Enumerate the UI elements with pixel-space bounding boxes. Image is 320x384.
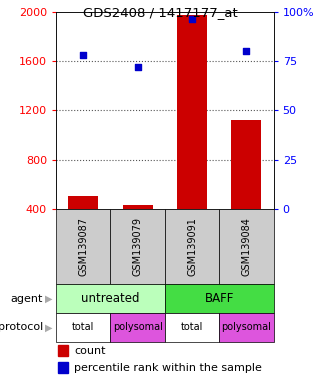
Bar (110, 313, 165, 342)
Text: GSM139091: GSM139091 (187, 217, 197, 276)
Point (244, 48, 249, 54)
Bar (177, 15, 207, 209)
Bar (165, 209, 219, 284)
Text: polysomal: polysomal (221, 322, 271, 333)
Bar (219, 209, 274, 284)
Bar (58, 362, 68, 373)
Point (189, 17, 195, 23)
Text: GDS2408 / 1417177_at: GDS2408 / 1417177_at (83, 6, 237, 19)
Text: count: count (75, 346, 106, 356)
Text: untreated: untreated (81, 292, 140, 305)
Bar (56, 313, 110, 342)
Text: ▶: ▶ (45, 322, 52, 333)
Text: BAFF: BAFF (204, 292, 234, 305)
Bar (123, 205, 153, 209)
Bar (219, 313, 274, 342)
Text: percentile rank within the sample: percentile rank within the sample (75, 363, 262, 373)
Text: total: total (181, 322, 203, 333)
Text: GSM139079: GSM139079 (132, 217, 143, 276)
Point (81, 52, 86, 58)
Bar (56, 284, 165, 313)
Text: GSM139087: GSM139087 (78, 217, 88, 276)
Point (135, 64, 140, 70)
Text: agent: agent (11, 293, 43, 304)
Text: protocol: protocol (0, 322, 43, 333)
Text: polysomal: polysomal (113, 322, 163, 333)
Bar (68, 196, 98, 209)
Bar (165, 284, 274, 313)
Bar (56, 209, 110, 284)
Bar (231, 120, 261, 209)
Text: GSM139084: GSM139084 (241, 217, 252, 276)
Text: total: total (72, 322, 94, 333)
Text: ▶: ▶ (45, 293, 52, 304)
Bar (165, 313, 219, 342)
Bar (58, 345, 68, 356)
Bar (110, 209, 165, 284)
